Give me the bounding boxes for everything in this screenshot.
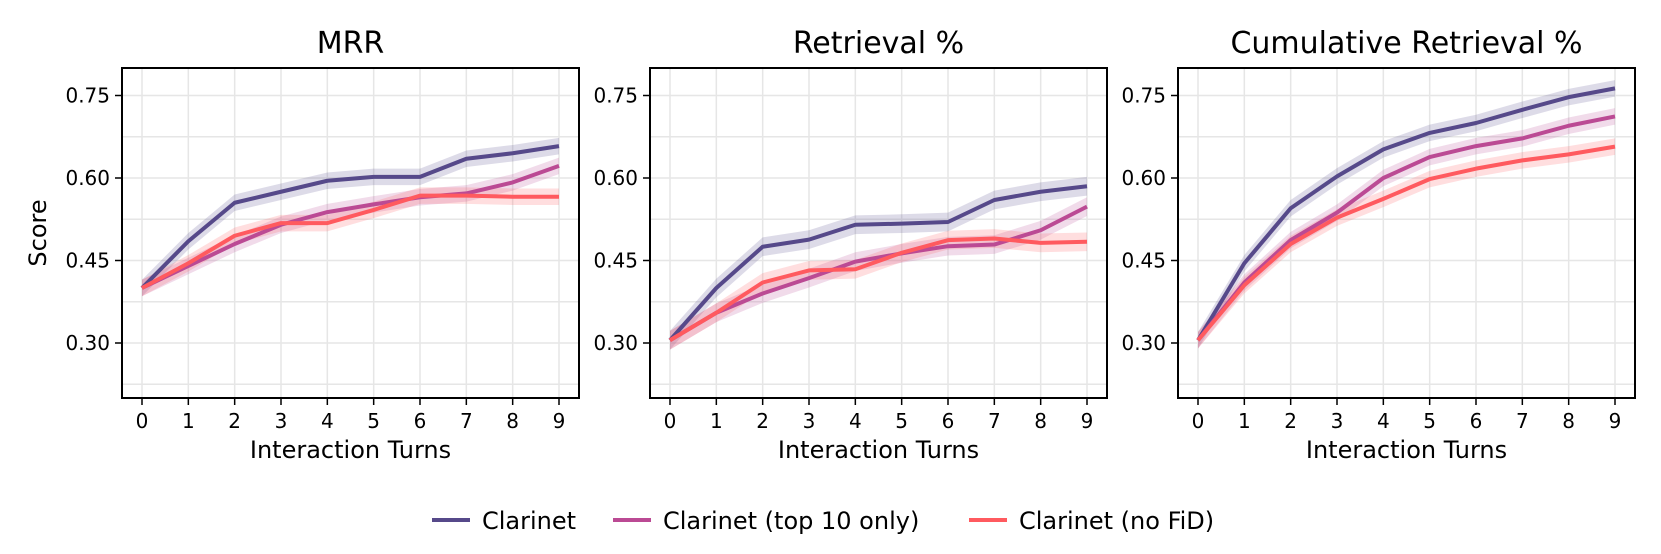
y-tick-label: 0.60	[1121, 166, 1166, 190]
x-tick-label: 5	[895, 409, 908, 433]
x-tick-label: 3	[803, 409, 816, 433]
x-tick-label: 1	[1238, 409, 1251, 433]
x-tick-label: 2	[1284, 409, 1297, 433]
chart-title: Retrieval %	[793, 26, 964, 61]
legend-item-clarinet-nofid: Clarinet (no FiD)	[969, 507, 1214, 535]
x-tick-label: 3	[275, 409, 288, 433]
x-tick-label: 4	[849, 409, 862, 433]
x-tick-label: 7	[988, 409, 1001, 433]
x-tick-label: 9	[1081, 409, 1094, 433]
y-tick-label: 0.45	[1121, 249, 1166, 273]
y-tick-label: 0.30	[1121, 331, 1166, 355]
x-tick-label: 0	[136, 409, 149, 433]
x-tick-label: 4	[1377, 409, 1390, 433]
chart-panel: 0 1 2 3 4 5 6 7 8 9 0.30 0.45 0.60 0.75 MRR Interaction…	[24, 26, 580, 464]
x-tick-label: 0	[664, 409, 677, 433]
legend-item-clarinet: Clarinet	[432, 507, 576, 535]
x-tick-label: 6	[942, 409, 955, 433]
series-line	[668, 204, 1088, 342]
series-line	[668, 184, 1088, 342]
plot-frame	[649, 67, 1108, 399]
x-tick-label: 3	[1331, 409, 1344, 433]
x-axis-label: Interaction Turns	[1306, 436, 1507, 464]
x-tick-label: 0	[1192, 409, 1205, 433]
chart-title: MRR	[317, 26, 385, 61]
confidence-band	[142, 157, 559, 297]
x-tick-label: 2	[756, 409, 769, 433]
y-tick-label: 0.75	[65, 84, 110, 108]
legend: Clarinet Clarinet (top 10 only) Clarinet…	[432, 507, 1214, 535]
legend-label: Clarinet (no FiD)	[1019, 507, 1214, 535]
x-tick-label: 7	[1516, 409, 1529, 433]
x-axis-label: Interaction Turns	[250, 436, 451, 464]
y-tick-label: 0.75	[593, 84, 638, 108]
chart-title: Cumulative Retrieval %	[1230, 26, 1582, 61]
series-line	[1196, 114, 1616, 342]
x-tick-label: 8	[506, 409, 519, 433]
x-tick-label: 1	[182, 409, 195, 433]
x-tick-label: 6	[1470, 409, 1483, 433]
y-tick-label: 0.30	[593, 331, 638, 355]
x-tick-label: 8	[1034, 409, 1047, 433]
series-line	[1196, 144, 1616, 342]
x-tick-label: 1	[710, 409, 723, 433]
legend-item-clarinet-top10: Clarinet (top 10 only)	[613, 507, 919, 535]
plot-frame	[121, 67, 580, 399]
series-line	[668, 236, 1088, 342]
series-line	[1196, 86, 1616, 342]
chart-panels: 0 1 2 3 4 5 6 7 8 9 0.30 0.45 0.60 0.75 MRR Interaction…	[24, 26, 1636, 464]
confidence-band	[1198, 138, 1615, 349]
x-tick-label: 6	[414, 409, 427, 433]
y-tick-label: 0.45	[593, 249, 638, 273]
x-tick-label: 7	[460, 409, 473, 433]
x-tick-label: 5	[1423, 409, 1436, 433]
y-tick-label: 0.30	[65, 331, 110, 355]
legend-label: Clarinet	[482, 507, 576, 535]
series-line	[141, 164, 560, 290]
y-tick-label: 0.45	[65, 249, 110, 273]
chart-panel: 0 1 2 3 4 5 6 7 8 9 0.30 0.45 0.60 0.75 Retrieval % Int…	[593, 26, 1108, 464]
y-axis-label: Score	[24, 199, 52, 266]
confidence-band	[670, 176, 1087, 350]
series-line	[141, 193, 559, 290]
series-line	[140, 144, 560, 290]
confidence-band	[1198, 80, 1615, 349]
x-tick-label: 8	[1562, 409, 1575, 433]
y-tick-label: 0.60	[593, 166, 638, 190]
legend-label: Clarinet (top 10 only)	[663, 507, 919, 535]
chart-panel: 0 1 2 3 4 5 6 7 8 9 0.30 0.45 0.60 0.75 Cumulative Ret…	[1121, 26, 1636, 464]
y-tick-label: 0.75	[1121, 84, 1166, 108]
x-axis-label: Interaction Turns	[778, 436, 979, 464]
plot-frame	[1177, 67, 1636, 399]
x-tick-label: 2	[228, 409, 241, 433]
y-tick-label: 0.60	[65, 166, 110, 190]
x-tick-label: 5	[367, 409, 380, 433]
x-tick-label: 9	[553, 409, 566, 433]
x-tick-label: 4	[321, 409, 334, 433]
x-tick-label: 9	[1609, 409, 1622, 433]
confidence-band	[1198, 108, 1615, 349]
